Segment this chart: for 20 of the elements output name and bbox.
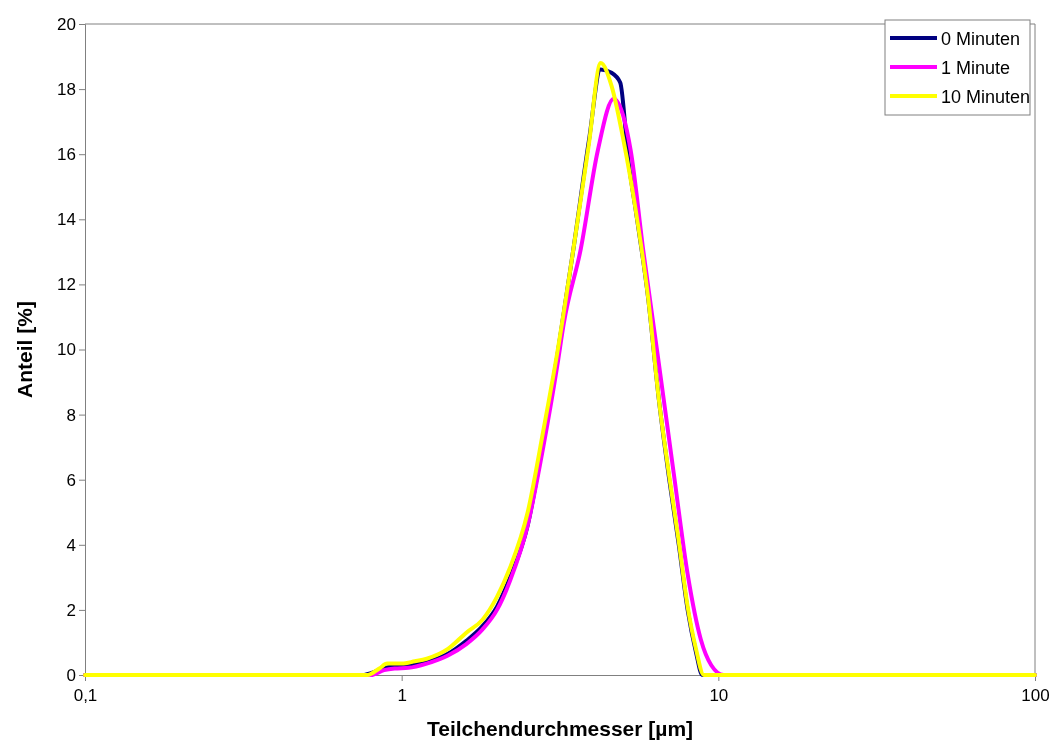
y-tick-label: 14 <box>57 210 76 230</box>
y-tick-label: 10 <box>57 340 76 360</box>
x-tick-label: 1 <box>397 686 407 705</box>
y-tick-label: 20 <box>57 14 76 34</box>
y-tick-label: 16 <box>57 145 76 165</box>
x-axis-title: Teilchendurchmesser [µm] <box>426 717 694 740</box>
legend-label: 0 Minuten <box>941 29 1021 49</box>
legend-label: 1 Minute <box>941 58 1011 78</box>
y-tick-label: 4 <box>66 535 76 555</box>
y-axis-title: Anteil [%] <box>13 301 36 398</box>
x-tick-label: 100 <box>1021 686 1050 705</box>
x-tick-label: 0,1 <box>73 686 98 705</box>
y-tick-label: 8 <box>66 405 76 425</box>
y-tick-label: 18 <box>57 80 76 100</box>
x-tick-label: 10 <box>709 686 729 705</box>
y-tick-label: 0 <box>66 665 76 685</box>
legend-label: 10 Minuten <box>941 87 1031 107</box>
y-tick-label: 6 <box>66 470 76 490</box>
y-tick-label: 12 <box>57 275 76 295</box>
y-tick-label: 2 <box>66 600 76 620</box>
